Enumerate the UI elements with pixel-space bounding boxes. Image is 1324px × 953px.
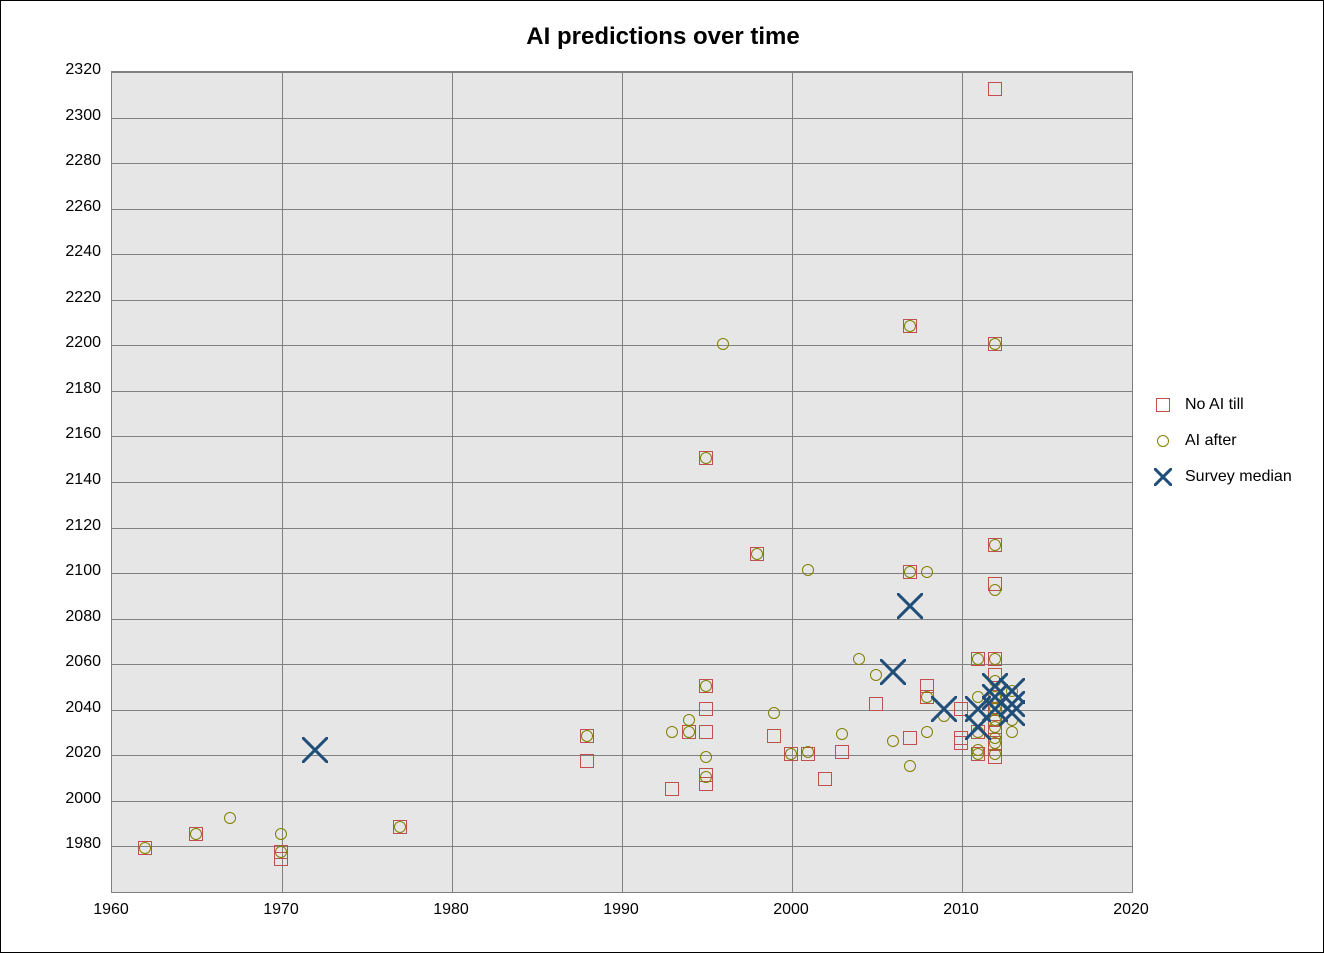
legend-label: No AI till <box>1185 396 1244 414</box>
gridline-vertical <box>282 72 283 892</box>
y-axis-tick-label: 2280 <box>51 152 101 170</box>
y-axis-tick-label: 2160 <box>51 425 101 443</box>
legend-item-survey_med: Survey median <box>1149 468 1292 486</box>
y-axis-tick-label: 2060 <box>51 653 101 671</box>
y-axis-tick-label: 2320 <box>51 61 101 79</box>
legend: No AI till AI after Survey median <box>1149 396 1292 504</box>
gridline-vertical <box>792 72 793 892</box>
legend-swatch-survey_med <box>1149 468 1177 486</box>
x-axis-tick-label: 1990 <box>591 901 651 919</box>
y-axis-tick-label: 2100 <box>51 562 101 580</box>
y-axis-tick-label: 2000 <box>51 790 101 808</box>
gridline-vertical <box>452 72 453 892</box>
y-axis-tick-label: 2080 <box>51 608 101 626</box>
x-axis-tick-label: 1980 <box>421 901 481 919</box>
gridline-vertical <box>622 72 623 892</box>
chart-title: AI predictions over time <box>1 23 1324 51</box>
y-axis-tick-label: 2240 <box>51 243 101 261</box>
legend-swatch-no_ai_till <box>1149 396 1177 414</box>
y-axis-tick-label: 2180 <box>51 380 101 398</box>
y-axis-tick-label: 2220 <box>51 289 101 307</box>
legend-item-ai_after: AI after <box>1149 432 1292 450</box>
chart-container: AI predictions over time No AI till AI af… <box>0 0 1324 953</box>
y-axis-tick-label: 2260 <box>51 198 101 216</box>
y-axis-tick-label: 2120 <box>51 517 101 535</box>
legend-label: Survey median <box>1185 468 1292 486</box>
y-axis-tick-label: 2140 <box>51 471 101 489</box>
x-axis-tick-label: 2020 <box>1101 901 1161 919</box>
legend-item-no_ai_till: No AI till <box>1149 396 1292 414</box>
y-axis-tick-label: 2020 <box>51 744 101 762</box>
x-axis-tick-label: 1960 <box>81 901 141 919</box>
y-axis-tick-label: 2300 <box>51 107 101 125</box>
x-axis-tick-label: 2000 <box>761 901 821 919</box>
plot-area <box>111 71 1133 893</box>
y-axis-tick-label: 2040 <box>51 699 101 717</box>
x-axis-tick-label: 2010 <box>931 901 991 919</box>
gridline-vertical <box>962 72 963 892</box>
x-axis-tick-label: 1970 <box>251 901 311 919</box>
legend-swatch-ai_after <box>1149 432 1177 450</box>
y-axis-tick-label: 2200 <box>51 334 101 352</box>
y-axis-tick-label: 1980 <box>51 835 101 853</box>
legend-label: AI after <box>1185 432 1237 450</box>
